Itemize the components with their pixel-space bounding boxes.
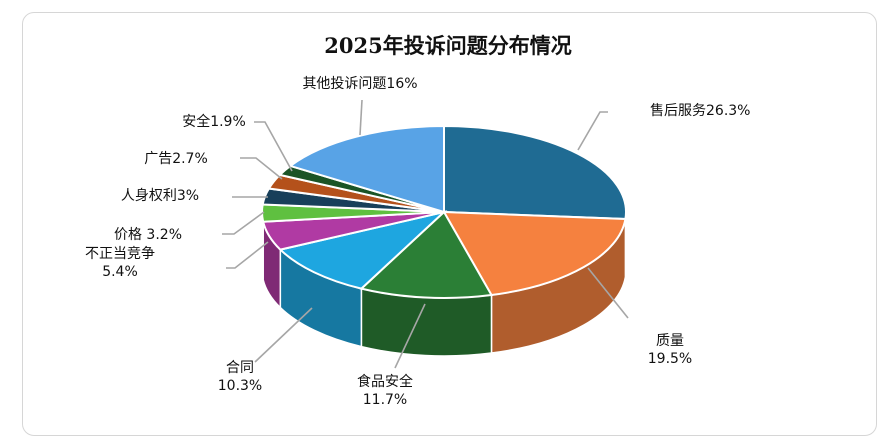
leader-line-5 xyxy=(226,241,269,269)
data-label-1: 售后服务26.3% xyxy=(650,103,750,119)
leader-line-4 xyxy=(254,307,313,363)
leader-line-2 xyxy=(587,267,629,319)
data-label-10: 其他投诉问题16% xyxy=(302,76,417,92)
data-labels: 售后服务26.3% 质量 19.5% 食品安全 11.7% 合同 10.3% 不正当竞争 5.4… xyxy=(85,76,750,408)
pie-sides xyxy=(261,211,627,357)
pie-slice-1[interactable] xyxy=(443,124,627,221)
leader-line-9 xyxy=(254,121,293,172)
chart-frame xyxy=(22,12,877,436)
pie-slice-4[interactable] xyxy=(278,210,448,290)
data-label-5: 不正当竞争 5.4% xyxy=(85,245,155,280)
data-label-7: 人身权利3% xyxy=(121,188,199,204)
data-label-2: 质量 19.5% xyxy=(648,333,692,367)
data-label-4: 合同 10.3% xyxy=(218,360,262,394)
data-label-6: 价格 3.2% xyxy=(114,227,182,243)
leader-line-1 xyxy=(577,111,608,151)
pie-slice-2[interactable] xyxy=(442,210,627,297)
data-label-3: 食品安全 11.7% xyxy=(357,373,413,408)
leader-line-6 xyxy=(222,211,265,235)
leader-line-3 xyxy=(394,303,426,369)
pie-slice-3[interactable] xyxy=(359,210,494,299)
data-label-8: 广告2.7% xyxy=(144,151,208,167)
pie-slices xyxy=(261,124,627,299)
leader-line-10 xyxy=(359,99,363,136)
leader-line-8 xyxy=(240,157,283,180)
pie-slice-10[interactable] xyxy=(288,124,445,214)
chart-title: 2025年投诉问题分布情况 xyxy=(324,33,572,58)
data-label-9: 安全1.9% xyxy=(182,113,246,130)
